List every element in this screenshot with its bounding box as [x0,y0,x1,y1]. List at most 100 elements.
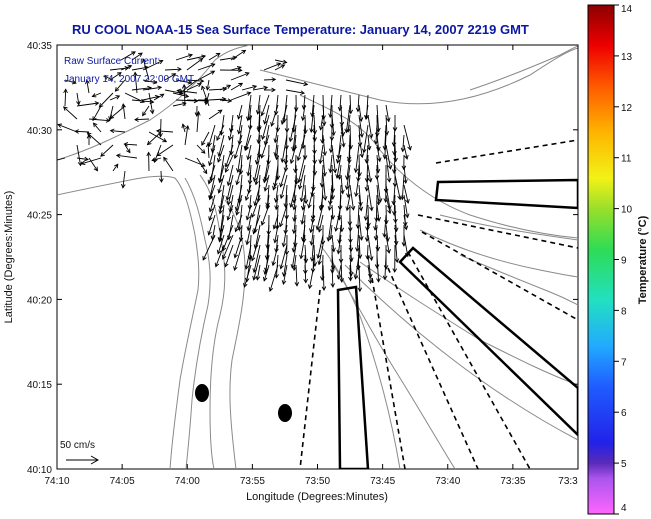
current-vector [321,104,327,127]
current-vector [362,124,369,154]
scale-arrow [66,455,100,465]
current-vector [207,164,216,185]
current-vector [76,92,81,106]
current-vector [391,154,397,175]
current-vector [307,184,315,209]
current-vector [392,244,397,273]
current-vector [330,264,336,288]
current-vector [363,194,369,222]
current-vector [109,72,122,81]
current-vector [217,144,225,163]
current-vector [322,154,327,177]
current-vector [235,164,243,186]
current-vector [224,154,234,173]
chart-title: RU COOL NOAA-15 Sea Surface Temperature:… [72,22,529,37]
current-vector [230,82,244,91]
current-vector [403,144,409,160]
current-vector [142,85,163,91]
current-vector [216,124,225,141]
y-axis-label: Latitude (Degrees:Minutes) [3,191,15,324]
current-vector [175,98,199,104]
current-vector [300,104,306,122]
current-vector [376,254,381,283]
current-vector [289,184,297,208]
current-vector [260,94,270,117]
legend-text-line2: January 14, 2007 22:00 GMT [64,74,194,85]
y-tick-label: 40:15 [27,380,52,391]
current-vector [336,234,342,255]
current-vector [244,134,252,151]
current-vector [290,244,297,269]
current-vector [233,234,243,259]
current-vector [297,164,306,190]
current-vector [186,58,204,71]
current-vector [272,174,279,191]
current-vector [124,144,131,154]
current-vector [205,79,211,91]
current-vector [334,204,342,232]
current-vector [146,151,151,172]
current-vector [219,84,232,91]
current-vector [263,174,270,192]
current-vector [123,141,138,147]
x-tick-label: 73:3 [558,476,578,487]
current-vector [270,104,279,127]
current-vector [218,194,225,215]
current-vector [250,234,261,262]
current-vector [353,254,360,280]
current-vector [208,52,221,61]
current-vector [273,224,279,244]
current-vector [197,70,216,81]
current-vector [120,64,133,71]
current-vectors [57,49,412,293]
current-vector [312,124,318,142]
current-vector [234,214,243,233]
current-vector [80,157,102,166]
current-vector [303,244,309,264]
current-vector [230,72,250,81]
current-vector [403,234,410,258]
current-vector [156,144,174,157]
current-vector [64,79,77,85]
current-vector [120,170,126,189]
current-vector [112,163,119,172]
current-vector [164,73,177,81]
current-vector [391,124,397,147]
current-vector [364,174,370,192]
current-vector [309,104,315,134]
current-vector [228,114,234,133]
current-vector [263,77,277,82]
current-vector [403,184,410,204]
current-vector [196,157,208,175]
colorbar-tick-label: 5 [621,459,627,470]
current-vector [322,174,328,201]
current-vector [235,194,243,216]
current-vector [318,144,324,165]
current-vector [246,154,252,177]
current-vector [364,104,369,120]
current-vector [186,98,209,104]
current-vector [344,164,351,191]
current-vector [241,84,258,91]
current-vector [85,79,90,94]
y-tick-label: 40:30 [27,126,52,137]
current-vector [385,154,392,183]
x-tick-label: 73:50 [305,476,330,487]
current-vector [134,117,150,122]
current-vector [358,114,364,138]
current-vector [340,174,345,195]
current-vector [92,105,102,122]
current-vector [245,204,252,221]
current-vector [285,79,309,87]
current-vector [208,194,216,213]
current-vector [233,244,243,271]
current-vector [272,214,279,230]
current-vector [315,204,324,231]
colorbar-tick-label: 11 [621,154,632,165]
current-vector [303,184,309,205]
x-tick-label: 73:40 [435,476,460,487]
current-vector [226,204,234,221]
legend-text-line1: Raw Surface Current: [64,56,160,67]
current-vector [205,142,211,159]
current-vector [358,194,364,212]
